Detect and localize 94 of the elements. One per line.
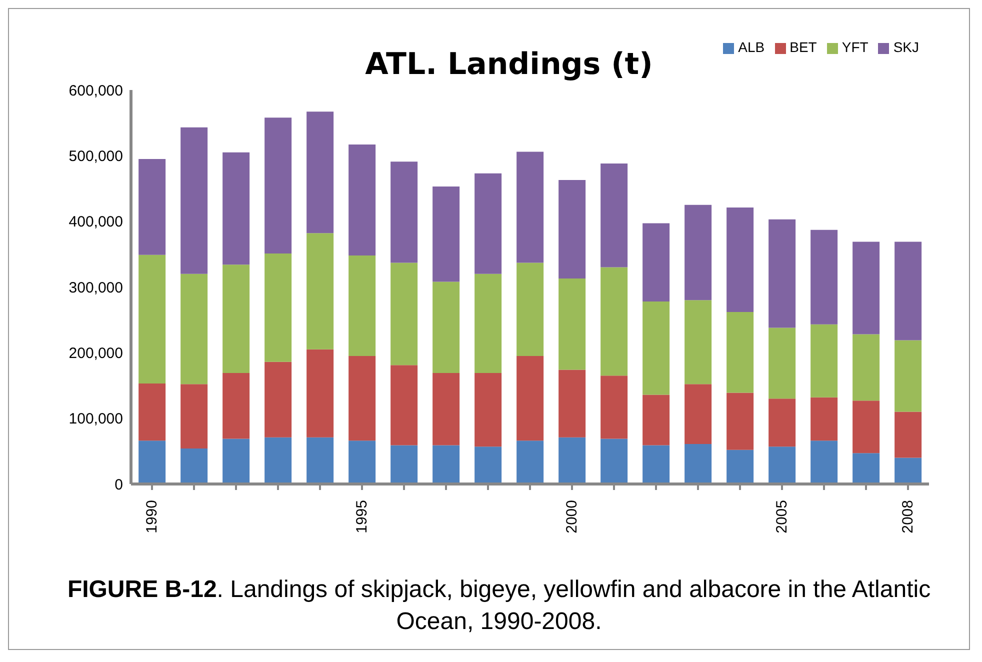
bar	[642, 301, 670, 395]
bar	[390, 262, 418, 366]
bar	[600, 376, 628, 439]
bar	[390, 445, 418, 484]
bar	[348, 440, 376, 484]
bar	[768, 398, 796, 447]
bar	[474, 373, 502, 447]
bar	[726, 208, 754, 312]
bar	[810, 397, 838, 441]
x-tick-label: 2005	[774, 500, 790, 534]
bar	[684, 384, 712, 444]
bar	[768, 328, 796, 399]
bar	[264, 118, 292, 254]
bar	[516, 262, 544, 356]
bar	[810, 440, 838, 484]
bar	[642, 394, 670, 446]
bar	[264, 254, 292, 362]
y-tick-label: 0	[114, 476, 123, 494]
bar	[600, 267, 628, 376]
bar	[432, 186, 460, 282]
y-tick-label: 300,000	[68, 279, 123, 296]
bar	[642, 223, 670, 302]
bar	[558, 180, 586, 278]
bar	[306, 233, 334, 350]
bar	[264, 362, 292, 438]
y-tick-label: 200,000	[68, 344, 123, 362]
bar	[726, 312, 754, 393]
bar	[684, 204, 712, 300]
bar	[768, 446, 796, 484]
bar	[222, 152, 250, 265]
bar	[726, 450, 754, 484]
bar	[306, 437, 334, 484]
bar	[432, 373, 460, 446]
bar	[852, 334, 880, 401]
x-tick-label: 1995	[354, 500, 370, 534]
bar	[474, 173, 502, 274]
bar	[558, 370, 586, 438]
y-tick-label: 400,000	[68, 214, 123, 231]
bar	[852, 453, 880, 484]
bar	[138, 254, 166, 384]
bar	[684, 444, 712, 484]
bar	[474, 446, 502, 484]
bar	[852, 400, 880, 454]
text: FIGURE B-12. Landings of skipjack, bigeye, yellowfin and albacore in the Atlantic Ocean, 1990-2008.	[66, 575, 932, 637]
bar	[222, 264, 250, 374]
bar	[600, 164, 628, 268]
bar	[348, 356, 376, 441]
bar	[894, 242, 922, 340]
bar	[516, 440, 544, 484]
bar	[768, 219, 796, 328]
bar	[180, 274, 208, 384]
y-tick-label: 100,000	[68, 410, 123, 428]
bar	[432, 282, 460, 374]
bar	[558, 278, 586, 370]
bar	[306, 112, 334, 234]
x-tick-label: 1990	[144, 500, 160, 534]
legend-label: ALB	[738, 39, 765, 55]
y-tick-label: 600,000	[68, 82, 123, 100]
bar	[138, 384, 166, 441]
bar	[348, 255, 376, 356]
x-tick-label: 2000	[564, 500, 580, 534]
bar	[516, 152, 544, 263]
bar	[180, 448, 208, 484]
bar	[474, 274, 502, 374]
bar	[264, 437, 292, 484]
bar	[516, 356, 544, 441]
bar	[642, 445, 670, 484]
bar	[894, 412, 922, 458]
bar	[810, 324, 838, 398]
bar	[852, 242, 880, 334]
x-tick-label: 2008	[900, 500, 916, 534]
bar	[222, 373, 250, 439]
bar	[180, 384, 208, 449]
bar	[810, 230, 838, 324]
legend-label: SKJ	[893, 39, 919, 55]
bar	[390, 162, 418, 263]
bar	[726, 392, 754, 450]
y-tick-label: 500,000	[68, 148, 123, 165]
bar	[222, 438, 250, 484]
legend-label: YFT	[842, 39, 868, 55]
bar	[894, 340, 922, 412]
legend-label: BET	[790, 39, 817, 55]
bar	[390, 365, 418, 446]
bar	[180, 127, 208, 274]
bar	[600, 438, 628, 484]
bar	[138, 440, 166, 484]
bar	[684, 300, 712, 384]
bar	[306, 349, 334, 438]
bar	[894, 458, 922, 484]
bar	[558, 437, 586, 484]
bar	[138, 158, 166, 255]
bar	[348, 144, 376, 256]
chart-title: ATL. Landings (t)	[365, 47, 653, 82]
bar	[432, 445, 460, 484]
